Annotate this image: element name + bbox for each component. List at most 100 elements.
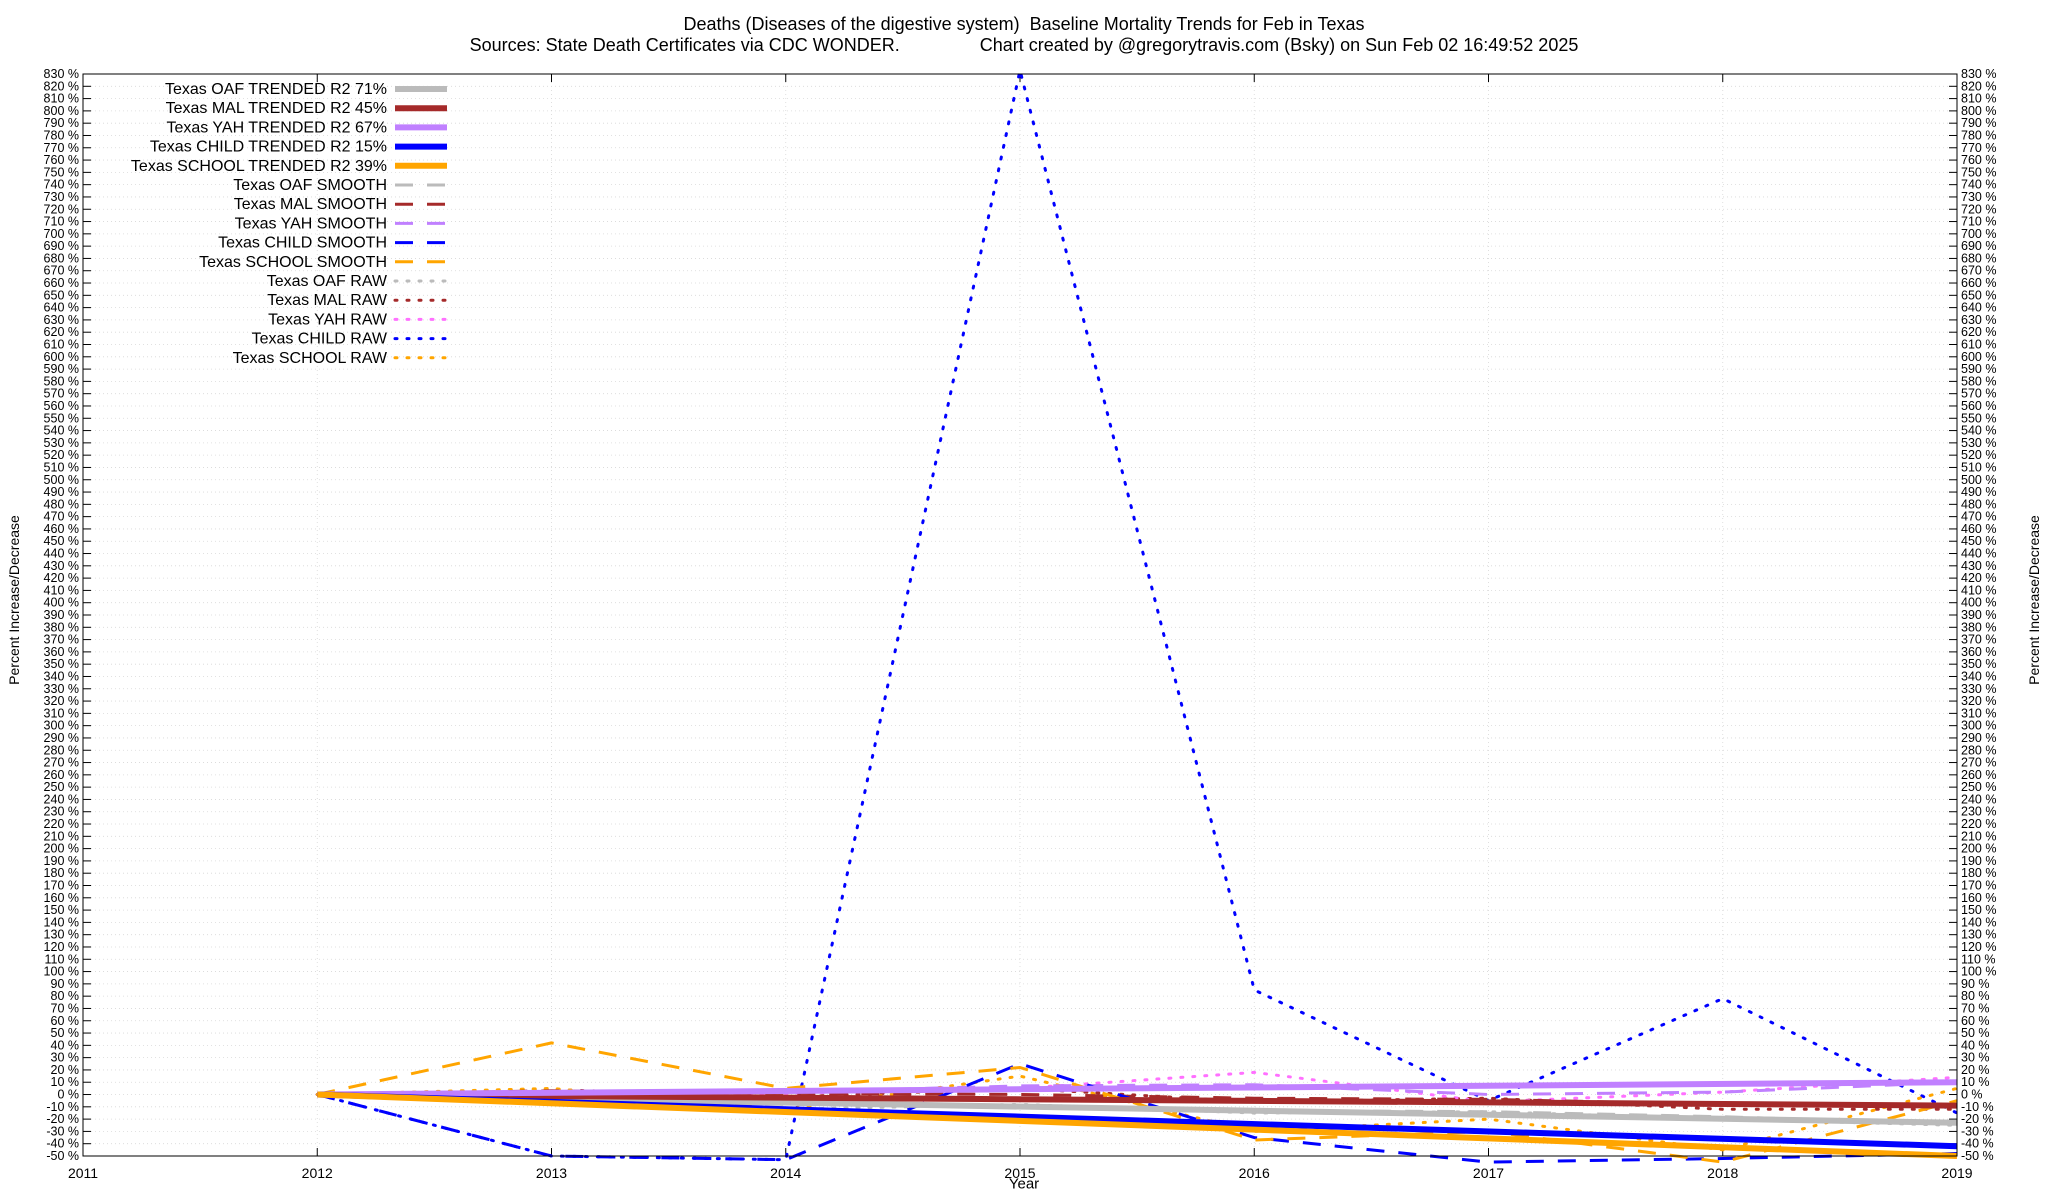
- y-tick-label-right: 750 %: [1961, 165, 1996, 179]
- series-lines: [315, 68, 1959, 1164]
- y-tick-label-left: 450 %: [44, 534, 79, 548]
- y-tick-label-left: 60 %: [51, 1014, 80, 1028]
- y-tick-label-left: 230 %: [44, 805, 79, 819]
- y-tick-label-right: 690 %: [1961, 239, 1996, 253]
- y-tick-label-left: 10 %: [51, 1075, 80, 1089]
- y-tick-label-left: 190 %: [44, 854, 79, 868]
- y-tick-label-left: 650 %: [44, 288, 79, 302]
- y-tick-label-right: 230 %: [1961, 805, 1996, 819]
- y-tick-label-right: 800 %: [1961, 104, 1996, 118]
- plot-frame: [82, 73, 1958, 1157]
- y-tick-label-right: 80 %: [1961, 989, 1990, 1003]
- y-tick-label-left: 130 %: [44, 928, 79, 942]
- y-tick-label-right: 620 %: [1961, 325, 1996, 339]
- y-tick-label-left: 560 %: [44, 399, 79, 413]
- y-tick-label-left: 110 %: [44, 952, 79, 966]
- y-tick-label-right: 120 %: [1961, 940, 1996, 954]
- y-tick-label-left: 170 %: [44, 879, 79, 893]
- y-tick-label-left: 100 %: [44, 965, 79, 979]
- y-tick-label-right: 50 %: [1961, 1026, 1990, 1040]
- y-tick-label-right: 200 %: [1961, 842, 1996, 856]
- y-tick-label-left: 640 %: [44, 301, 79, 315]
- y-tick-label-left: 280 %: [44, 743, 79, 757]
- y-tick-label-left: 500 %: [44, 473, 79, 487]
- y-tick-label-left: 530 %: [44, 436, 79, 450]
- y-tick-label-left: -40 %: [46, 1137, 79, 1151]
- y-tick-label-left: 220 %: [44, 817, 79, 831]
- y-tick-label-right: 580 %: [1961, 374, 1996, 388]
- legend-label-texas-school-trended-r2-39: Texas SCHOOL TRENDED R2 39%: [131, 158, 387, 175]
- y-tick-label-left: 120 %: [44, 940, 79, 954]
- x-tick-label: 2018: [1707, 1165, 1738, 1181]
- legend: Texas OAF TRENDED R2 71% Texas MAL TRENDE…: [131, 81, 449, 367]
- y-tick-label-right: 150 %: [1961, 903, 1996, 917]
- y-tick-label-right: 590 %: [1961, 362, 1996, 376]
- y-tick-label-left: 630 %: [44, 313, 79, 327]
- legend-label-texas-yah-trended-r2-67: Texas YAH TRENDED R2 67%: [166, 119, 387, 136]
- y-tick-label-left: 90 %: [51, 977, 80, 991]
- y-tick-label-right: 430 %: [1961, 559, 1996, 573]
- y-tick-label-left: 270 %: [44, 756, 79, 770]
- y-tick-label-left: 480 %: [44, 497, 79, 511]
- y-tick-label-right: 540 %: [1961, 424, 1996, 438]
- y-tick-label-left: 210 %: [44, 829, 79, 843]
- y-tick-label-left: 510 %: [44, 460, 79, 474]
- legend-label-texas-school-raw: Texas SCHOOL RAW: [233, 350, 388, 367]
- y-tick-label-right: 640 %: [1961, 301, 1996, 315]
- y-tick-label-left: 400 %: [44, 596, 79, 610]
- y-tick-label-right: -50 %: [1961, 1149, 1994, 1163]
- y-tick-label-right: 700 %: [1961, 227, 1996, 241]
- y-tick-label-right: 210 %: [1961, 829, 1996, 843]
- y-tick-label-right: 0 %: [1961, 1088, 1983, 1102]
- y-tick-label-left: 750 %: [44, 165, 79, 179]
- x-axis-label: Year: [1008, 1175, 1040, 1193]
- y-tick-label-left: 720 %: [44, 202, 79, 216]
- y-tick-label-right: 130 %: [1961, 928, 1996, 942]
- y-tick-label-left: 730 %: [44, 190, 79, 204]
- y-tick-label-left: 740 %: [44, 178, 79, 192]
- y-tick-label-right: 60 %: [1961, 1014, 1990, 1028]
- y-tick-label-left: 20 %: [51, 1063, 80, 1077]
- y-tick-label-left: 360 %: [44, 645, 79, 659]
- y-tick-label-right: 740 %: [1961, 178, 1996, 192]
- y-tick-label-right: 280 %: [1961, 743, 1996, 757]
- y-tick-label-right: 480 %: [1961, 497, 1996, 511]
- legend-label-texas-mal-trended-r2-45: Texas MAL TRENDED R2 45%: [166, 100, 387, 117]
- y-tick-label-left: -20 %: [46, 1112, 79, 1126]
- y-tick-label-right: 160 %: [1961, 891, 1996, 905]
- y-tick-label-right: -20 %: [1961, 1112, 1994, 1126]
- chart-subtitle: Sources: State Death Certificates via CD…: [469, 35, 1579, 55]
- series-line-texas-mal-trended-r2-45: [317, 1091, 1958, 1109]
- y-tick-label-right: 320 %: [1961, 694, 1996, 708]
- y-tick-label-left: 590 %: [44, 362, 79, 376]
- y-tick-label-left: 610 %: [44, 338, 79, 352]
- y-tick-label-left: 70 %: [51, 1001, 80, 1015]
- y-tick-label-right: 630 %: [1961, 313, 1996, 327]
- y-tick-label-right: 520 %: [1961, 448, 1996, 462]
- y-tick-label-right: 560 %: [1961, 399, 1996, 413]
- series-line-texas-yah-trended-r2-67: [317, 1079, 1958, 1098]
- y-tick-label-left: -10 %: [46, 1100, 79, 1114]
- y-tick-label-left: 620 %: [44, 325, 79, 339]
- y-tick-label-right: 110 %: [1961, 952, 1996, 966]
- y-tick-label-right: 30 %: [1961, 1051, 1990, 1065]
- y-tick-label-left: 430 %: [44, 559, 79, 573]
- legend-label-texas-child-smooth: Texas CHILD SMOOTH: [218, 235, 387, 252]
- y-tick-label-left: 580 %: [44, 374, 79, 388]
- y-tick-label-right: 290 %: [1961, 731, 1996, 745]
- y-tick-label-right: 250 %: [1961, 780, 1996, 794]
- y-tick-label-left: -30 %: [46, 1124, 79, 1138]
- y-tick-label-left: 80 %: [51, 989, 80, 1003]
- y-tick-label-left: 390 %: [44, 608, 79, 622]
- y-tick-label-right: 670 %: [1961, 264, 1996, 278]
- y-tick-label-left: 690 %: [44, 239, 79, 253]
- y-tick-label-right: 380 %: [1961, 620, 1996, 634]
- y-tick-label-right: 440 %: [1961, 547, 1996, 561]
- y-tick-label-left: 330 %: [44, 682, 79, 696]
- y-tick-label-left: 660 %: [44, 276, 79, 290]
- x-tick-label: 2019: [1941, 1165, 1972, 1181]
- legend-label-texas-yah-smooth: Texas YAH SMOOTH: [235, 215, 387, 232]
- legend-label-texas-mal-raw: Texas MAL RAW: [267, 292, 388, 309]
- y-tick-label-right: 410 %: [1961, 583, 1996, 597]
- y-tick-label-right: 300 %: [1961, 719, 1996, 733]
